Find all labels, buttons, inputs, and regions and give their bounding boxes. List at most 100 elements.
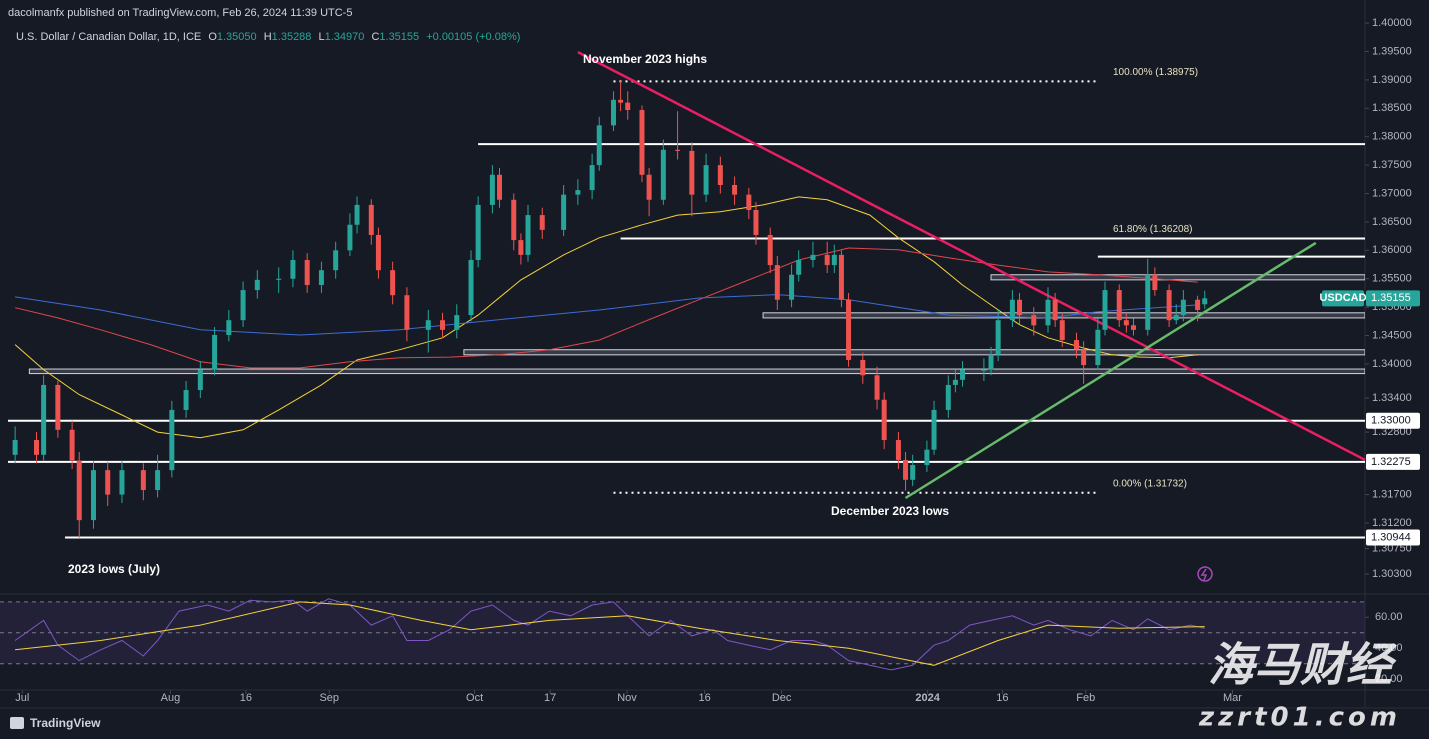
candle-body (511, 199, 517, 241)
x-tick-label: Sep (319, 692, 339, 704)
candle-body (924, 449, 930, 466)
y-tick-label: 1.36000 (1372, 244, 1412, 256)
candle-body (774, 265, 780, 300)
annotations: 100.00% (1.38975) 61.80% (1.36208) 0.00% (… (68, 52, 1198, 576)
candle-body (575, 190, 581, 195)
candle-body (90, 470, 96, 521)
annotation: November 2023 highs (583, 52, 707, 66)
candle-body (1081, 349, 1087, 366)
candle-body (660, 149, 666, 200)
x-tick-label: 17 (544, 692, 556, 704)
candle-body (425, 320, 431, 330)
candle-body (76, 460, 82, 521)
zone (28, 368, 1365, 375)
candle-body (1173, 315, 1179, 321)
y-tick-label: 1.36500 (1372, 216, 1412, 228)
candle-body (318, 270, 324, 285)
watermark-url: zzrt01.com (1198, 703, 1401, 733)
alert-icon[interactable] (1197, 566, 1213, 582)
candle-body (69, 429, 75, 461)
candle-body (1059, 320, 1065, 341)
y-tick-label: 1.30300 (1372, 568, 1412, 580)
candle-body (475, 204, 481, 260)
candle-body (404, 295, 410, 330)
candle-body (561, 194, 567, 230)
candle-body (333, 250, 339, 271)
level-label: 1.30944 (1371, 531, 1411, 543)
candle-body (169, 409, 175, 471)
candle-body (254, 279, 260, 291)
y-tick-label: 1.35500 (1372, 273, 1412, 285)
candle-body (703, 165, 709, 195)
x-tick-label: 2024 (915, 692, 940, 704)
candle-body (1017, 299, 1023, 316)
candle-body (1045, 299, 1051, 326)
candle-body (440, 320, 446, 330)
candle-body (1152, 274, 1158, 291)
candle-body (105, 470, 111, 495)
candle-body (525, 215, 531, 255)
publisher: dacolmanfx published on TradingView.com,… (8, 7, 352, 19)
rsi-line (15, 601, 1205, 666)
candle-body (995, 320, 1001, 355)
candle-body (539, 215, 545, 230)
x-tick-label: Feb (1076, 692, 1095, 704)
candle-body (1166, 290, 1172, 321)
candle-body (746, 194, 752, 210)
fib-label: 100.00% (1.38975) (1113, 67, 1198, 78)
last-name-box (1322, 290, 1364, 307)
candle-body (468, 259, 474, 316)
candle-body (960, 369, 966, 380)
candle-body (831, 254, 837, 266)
candle-body (55, 384, 61, 430)
zone (762, 312, 1365, 319)
candle-body (375, 234, 381, 271)
price-pane (8, 50, 1365, 539)
ohlc-key: L (318, 31, 324, 43)
candle-body (596, 125, 602, 166)
candle-body (767, 234, 773, 266)
candle-body (1145, 274, 1151, 330)
candle-body (276, 278, 282, 280)
candle-body (789, 274, 795, 300)
candle-body (1123, 320, 1129, 326)
last-name: USDCAD (1319, 292, 1366, 304)
last-price-box (1366, 290, 1420, 307)
x-tick-label: Mar (1223, 692, 1242, 704)
candle-body (304, 259, 310, 285)
candle-body (610, 99, 616, 126)
candle-body (639, 110, 645, 175)
footer-logo (10, 717, 24, 729)
candle-body (618, 99, 624, 103)
candle-body (119, 470, 125, 495)
ohlc-key: C (371, 31, 379, 43)
y-tick-label: 1.39000 (1372, 74, 1412, 86)
candle-body (1102, 290, 1108, 330)
candle-body (846, 299, 852, 360)
candle-body (518, 240, 524, 255)
candle-body (1031, 315, 1037, 326)
x-tick-label: 16 (996, 692, 1008, 704)
symbol: U.S. Dollar / Canadian Dollar, 1D, ICE (16, 31, 201, 43)
x-tick-label: Nov (617, 692, 637, 704)
y-tick-label: 1.31200 (1372, 517, 1412, 529)
rsi-pane (0, 598, 1365, 671)
candle-body (860, 359, 866, 376)
level-label-box (1366, 412, 1420, 429)
trendline (577, 50, 1365, 462)
x-tick-label: Dec (772, 692, 792, 704)
candle-body (646, 174, 652, 200)
candle-body (1074, 340, 1080, 350)
candle-body (454, 315, 460, 330)
zone (990, 274, 1365, 281)
rsi-tick-label: 20.00 (1375, 673, 1403, 685)
candle-body (1202, 298, 1208, 305)
y-tick-label: 1.31700 (1372, 488, 1412, 500)
candle-body (753, 209, 759, 235)
y-tick-label: 1.34500 (1372, 329, 1412, 341)
candle-body (226, 320, 232, 335)
y-tick-label: 1.37500 (1372, 159, 1412, 171)
x-tick-label: Jul (15, 692, 29, 704)
annotation: 2023 lows (July) (68, 562, 160, 576)
change: +0.00105 (+0.08%) (426, 31, 520, 43)
